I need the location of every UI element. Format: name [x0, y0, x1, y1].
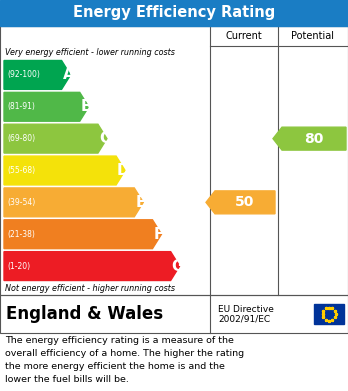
Text: B: B [81, 99, 92, 114]
Text: C: C [99, 131, 110, 146]
Text: (1-20): (1-20) [7, 262, 30, 271]
Text: (92-100): (92-100) [7, 70, 40, 79]
Text: G: G [172, 258, 184, 274]
Text: Not energy efficient - higher running costs: Not energy efficient - higher running co… [5, 284, 175, 293]
Text: E: E [135, 195, 146, 210]
Text: Very energy efficient - lower running costs: Very energy efficient - lower running co… [5, 48, 175, 57]
Text: (81-91): (81-91) [7, 102, 35, 111]
Polygon shape [4, 61, 71, 90]
Text: Energy Efficiency Rating: Energy Efficiency Rating [73, 5, 275, 20]
Text: D: D [117, 163, 130, 178]
Text: Current: Current [226, 31, 262, 41]
Text: (39-54): (39-54) [7, 198, 35, 207]
Polygon shape [4, 188, 143, 217]
Polygon shape [4, 252, 180, 280]
Polygon shape [4, 220, 161, 249]
Text: EU Directive: EU Directive [218, 305, 274, 314]
Text: (21-38): (21-38) [7, 230, 35, 239]
Text: Potential: Potential [292, 31, 334, 41]
Text: 50: 50 [235, 196, 255, 209]
Text: A: A [63, 67, 74, 83]
Polygon shape [4, 92, 89, 121]
Text: (69-80): (69-80) [7, 134, 35, 143]
Text: F: F [153, 227, 164, 242]
Polygon shape [206, 191, 275, 214]
Bar [0, 26, 348, 295]
Polygon shape [4, 156, 125, 185]
Bar [314, 304, 344, 324]
Text: (55-68): (55-68) [7, 166, 35, 175]
Text: 80: 80 [304, 132, 324, 145]
Text: the more energy efficient the home is and the: the more energy efficient the home is an… [5, 362, 225, 371]
Text: 2002/91/EC: 2002/91/EC [218, 314, 270, 323]
Text: lower the fuel bills will be.: lower the fuel bills will be. [5, 375, 129, 384]
Polygon shape [273, 127, 346, 150]
Text: The energy efficiency rating is a measure of the: The energy efficiency rating is a measur… [5, 336, 234, 345]
Polygon shape [4, 124, 107, 153]
Text: England & Wales: England & Wales [6, 305, 163, 323]
Bar [0, 0, 348, 26]
Bar [0, 295, 348, 333]
Text: overall efficiency of a home. The higher the rating: overall efficiency of a home. The higher… [5, 349, 244, 358]
